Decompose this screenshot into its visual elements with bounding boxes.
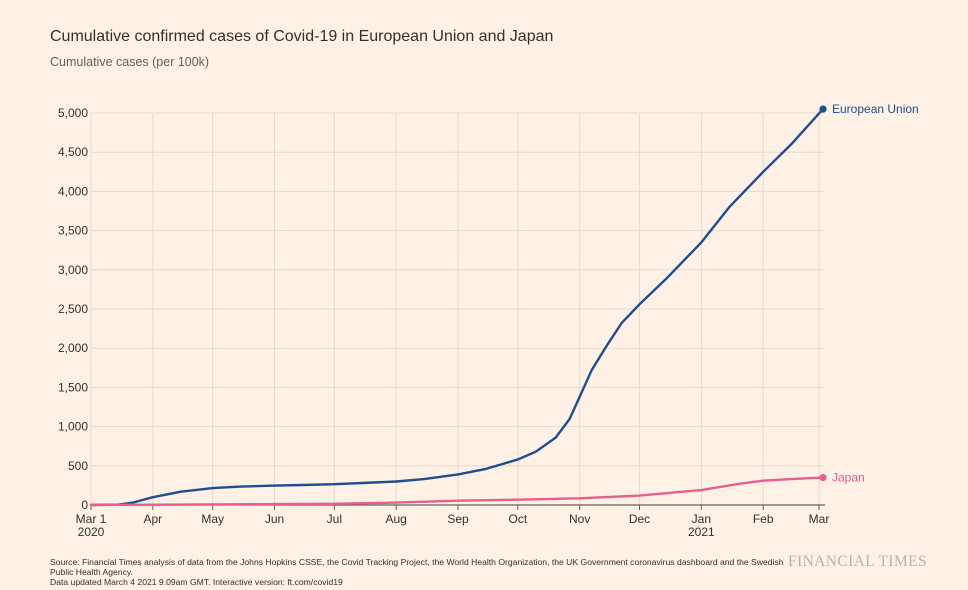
series-label-japan: Japan	[832, 471, 865, 485]
series-label-european-union: European Union	[832, 102, 919, 116]
chart-title: Cumulative confirmed cases of Covid-19 i…	[50, 28, 554, 45]
series-end-marker-japan	[819, 473, 827, 482]
series-line-european-union	[89, 107, 825, 507]
financial-times-logo: FINANCIAL TIMES	[788, 553, 928, 570]
y-tick-label: 3,500	[58, 224, 88, 238]
y-tick-label: 1,000	[58, 420, 88, 434]
x-tick-label: Apr	[143, 512, 162, 526]
x-tick-label: Oct	[509, 512, 528, 526]
x-tick-label: Jul	[327, 512, 342, 526]
y-tick-label: 0	[81, 498, 88, 512]
y-tick-labels: 0 500 1,000 1,500 2,000 2,500 3,000 3,500 4,000 4…	[58, 106, 88, 512]
y-tick-label: 2,000	[58, 341, 88, 355]
y-tick-label: 4,500	[58, 145, 88, 159]
x-tick-label: Dec	[629, 512, 650, 526]
y-axis-label: Cumulative cases (per 100k)	[50, 55, 210, 69]
x-tick-label: May	[201, 512, 224, 526]
y-tick-label: 3,000	[58, 263, 88, 277]
x-tick-year-label: 2020	[78, 525, 105, 539]
y-tick-label: 2,500	[58, 302, 88, 316]
x-tick-label: Aug	[385, 512, 406, 526]
x-tick-label: Feb	[753, 512, 774, 526]
y-tick-label: 5,000	[58, 106, 88, 120]
x-tick-label: Jun	[265, 512, 284, 526]
series-end-marker-european-union	[819, 105, 827, 113]
updated-text: Data updated March 4 2021 9.09am GMT. In…	[50, 577, 343, 587]
x-tick-year-label: 2021	[688, 525, 715, 539]
source-text: Source: Financial Times analysis of data…	[50, 557, 784, 577]
source-note: Source: Financial Times analysis of data…	[50, 557, 790, 587]
y-tick-label: 4,000	[58, 184, 88, 198]
x-gridlines	[90, 113, 825, 510]
x-tick-label: Mar 1	[76, 512, 107, 526]
y-tick-label: 500	[68, 459, 88, 473]
series-layer: European Union Japan	[89, 102, 919, 507]
x-tick-label: Nov	[569, 512, 590, 526]
x-tick-label: Jan	[692, 512, 711, 526]
x-tick-label: Sep	[447, 512, 469, 526]
y-tick-label: 1,500	[58, 380, 88, 394]
x-tick-label: Mar	[809, 512, 830, 526]
series-line-japan	[89, 476, 825, 507]
